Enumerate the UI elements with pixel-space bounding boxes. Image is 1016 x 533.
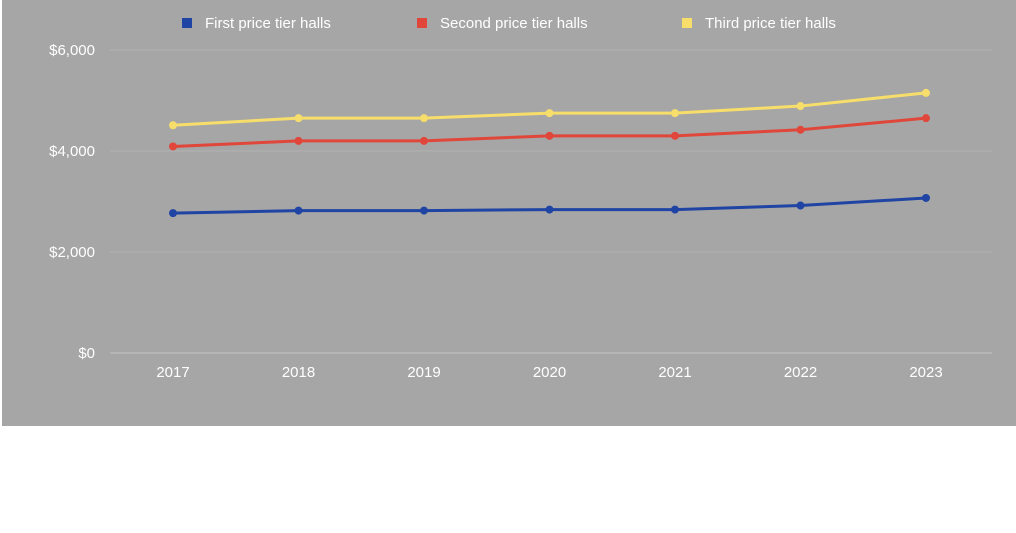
- data-point: [294, 136, 303, 145]
- data-point: [796, 102, 805, 111]
- chart-panel: $0 $2,000 $4,000 $6,000 2017 2018 2019 2020 202…: [2, 0, 1016, 426]
- x-tick-label: 2023: [909, 364, 942, 381]
- data-point: [169, 142, 177, 151]
- line-chart: $0 $2,000 $4,000 $6,000 2017 2018 2019 2020 202…: [49, 15, 992, 381]
- data-point: [671, 205, 679, 214]
- data-point: [922, 193, 930, 202]
- y-axis-ticks: $0 $2,000 $4,000 $6,000: [49, 42, 95, 362]
- data-point: [796, 125, 805, 134]
- y-tick-label: $2,000: [49, 244, 95, 261]
- legend-label: First price tier halls: [205, 15, 331, 32]
- legend-label: Second price tier halls: [440, 15, 588, 32]
- data-point: [545, 205, 554, 214]
- data-point: [545, 109, 554, 118]
- x-axis-ticks: 2017 2018 2019 2020 2021 2022 2023: [156, 364, 942, 381]
- x-tick-label: 2019: [407, 364, 440, 381]
- legend: First price tier halls Second price tier …: [182, 15, 836, 32]
- data-point: [169, 121, 177, 130]
- x-tick-label: 2020: [533, 364, 566, 381]
- x-tick-label: 2017: [156, 364, 189, 381]
- data-point: [545, 131, 554, 140]
- data-point: [922, 88, 930, 97]
- data-point: [796, 201, 805, 210]
- legend-swatch: [417, 18, 427, 28]
- series-line-3: [171, 91, 928, 127]
- data-point: [420, 114, 428, 123]
- data-point: [671, 109, 679, 118]
- x-tick-label: 2021: [658, 364, 691, 381]
- legend-swatch: [682, 18, 692, 28]
- data-point: [922, 114, 930, 123]
- legend-label: Third price tier halls: [705, 15, 836, 32]
- y-tick-label: $6,000: [49, 42, 95, 59]
- data-point: [169, 209, 177, 218]
- data-point: [420, 206, 428, 215]
- data-point: [671, 131, 679, 140]
- x-tick-label: 2018: [282, 364, 315, 381]
- data-point: [420, 136, 428, 145]
- x-tick-label: 2022: [784, 364, 817, 381]
- gridlines: [110, 49, 992, 354]
- y-tick-label: $4,000: [49, 143, 95, 160]
- legend-swatch: [182, 18, 192, 28]
- data-point: [294, 114, 303, 123]
- y-tick-label: $0: [78, 345, 95, 362]
- data-point: [294, 206, 303, 215]
- series-lines: [169, 88, 930, 218]
